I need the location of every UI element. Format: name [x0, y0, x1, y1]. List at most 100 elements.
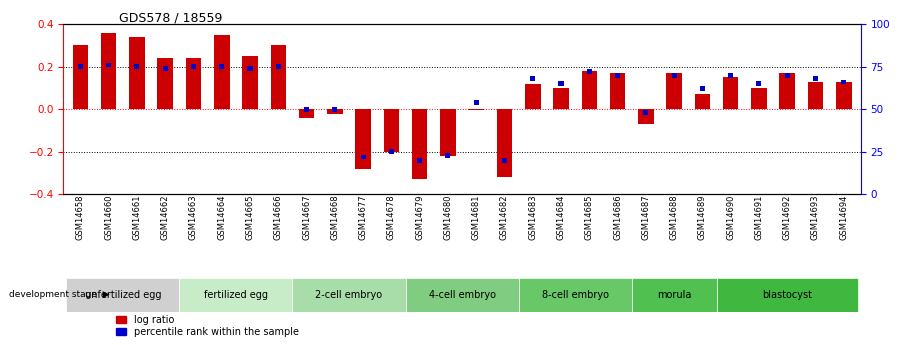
Text: GSM14682: GSM14682 — [500, 194, 509, 240]
Bar — [299, 109, 314, 118]
Text: GSM14684: GSM14684 — [556, 194, 565, 240]
Bar — [695, 95, 710, 109]
Text: GSM14662: GSM14662 — [160, 194, 169, 240]
Text: GSM14692: GSM14692 — [783, 194, 792, 240]
Text: GSM14683: GSM14683 — [528, 194, 537, 240]
Bar — [361, 155, 366, 159]
Bar — [554, 88, 569, 109]
Text: fertilized egg: fertilized egg — [204, 289, 268, 299]
Text: GSM14677: GSM14677 — [359, 194, 368, 240]
Text: GSM14687: GSM14687 — [641, 194, 651, 240]
Bar — [191, 65, 196, 69]
Bar — [304, 107, 309, 111]
Bar — [242, 56, 258, 109]
Text: GSM14661: GSM14661 — [132, 194, 141, 240]
Bar — [728, 73, 733, 78]
Text: 2-cell embryo: 2-cell embryo — [315, 289, 382, 299]
Bar — [158, 58, 173, 109]
Bar — [525, 84, 541, 109]
Bar — [333, 107, 337, 111]
Bar — [757, 81, 761, 86]
Bar — [468, 109, 484, 110]
Bar — [841, 80, 846, 85]
Text: GSM14686: GSM14686 — [613, 194, 622, 240]
Bar — [412, 109, 428, 179]
Bar — [383, 109, 400, 152]
Bar — [417, 158, 422, 162]
Bar — [502, 158, 507, 162]
Bar — [186, 58, 201, 109]
Bar — [638, 109, 653, 124]
Bar — [275, 65, 281, 69]
Bar — [66, 278, 179, 312]
Bar — [214, 35, 229, 109]
Text: GSM14668: GSM14668 — [331, 194, 340, 240]
Text: 4-cell embryo: 4-cell embryo — [429, 289, 496, 299]
Bar — [134, 65, 140, 69]
Text: GSM14694: GSM14694 — [839, 194, 848, 240]
Bar — [558, 81, 564, 86]
Text: GDS578 / 18559: GDS578 / 18559 — [120, 11, 223, 24]
Bar — [106, 63, 111, 67]
Bar — [130, 37, 145, 109]
Bar — [163, 66, 168, 71]
Bar — [807, 82, 824, 109]
Text: GSM14680: GSM14680 — [443, 194, 452, 240]
Bar — [389, 149, 394, 154]
Bar — [406, 278, 518, 312]
Text: development stage  ▶: development stage ▶ — [9, 290, 110, 299]
Bar — [587, 69, 592, 74]
Bar — [666, 73, 682, 109]
Bar — [723, 77, 738, 109]
Bar — [779, 73, 795, 109]
Text: morula: morula — [657, 289, 691, 299]
Bar — [615, 73, 620, 78]
Text: blastocyst: blastocyst — [762, 289, 812, 299]
Text: GSM14693: GSM14693 — [811, 194, 820, 240]
Bar — [610, 73, 625, 109]
Bar — [751, 88, 766, 109]
Bar — [643, 110, 649, 115]
Bar — [699, 87, 705, 91]
Text: GSM14663: GSM14663 — [189, 194, 198, 240]
Bar — [101, 33, 117, 109]
Bar — [355, 109, 371, 169]
Bar — [631, 278, 717, 312]
Text: GSM14660: GSM14660 — [104, 194, 113, 240]
Bar — [518, 278, 631, 312]
Text: GSM14691: GSM14691 — [755, 194, 764, 240]
Bar — [179, 278, 293, 312]
Bar — [582, 71, 597, 109]
Bar — [72, 46, 88, 109]
Text: GSM14667: GSM14667 — [302, 194, 311, 240]
Legend: log ratio, percentile rank within the sample: log ratio, percentile rank within the sa… — [116, 315, 299, 337]
Bar — [836, 82, 852, 109]
Bar — [327, 109, 342, 114]
Text: GSM14685: GSM14685 — [584, 194, 593, 240]
Text: GSM14665: GSM14665 — [246, 194, 255, 240]
Bar — [440, 109, 456, 156]
Text: 8-cell embryo: 8-cell embryo — [542, 289, 609, 299]
Bar — [813, 76, 818, 81]
Bar — [671, 73, 677, 78]
Text: GSM14689: GSM14689 — [698, 194, 707, 240]
Bar — [496, 109, 512, 177]
Bar — [717, 278, 858, 312]
Bar — [530, 76, 535, 81]
Bar — [474, 100, 478, 105]
Bar — [293, 278, 406, 312]
Bar — [271, 46, 286, 109]
Text: GSM14664: GSM14664 — [217, 194, 226, 240]
Bar — [78, 65, 83, 69]
Bar — [247, 66, 253, 71]
Text: GSM14681: GSM14681 — [472, 194, 481, 240]
Text: unfertilized egg: unfertilized egg — [84, 289, 161, 299]
Text: GSM14690: GSM14690 — [726, 194, 735, 240]
Text: GSM14688: GSM14688 — [670, 194, 679, 240]
Bar — [785, 73, 790, 78]
Bar — [446, 153, 450, 158]
Bar — [219, 65, 225, 69]
Text: GSM14679: GSM14679 — [415, 194, 424, 240]
Text: GSM14678: GSM14678 — [387, 194, 396, 240]
Text: GSM14658: GSM14658 — [76, 194, 85, 240]
